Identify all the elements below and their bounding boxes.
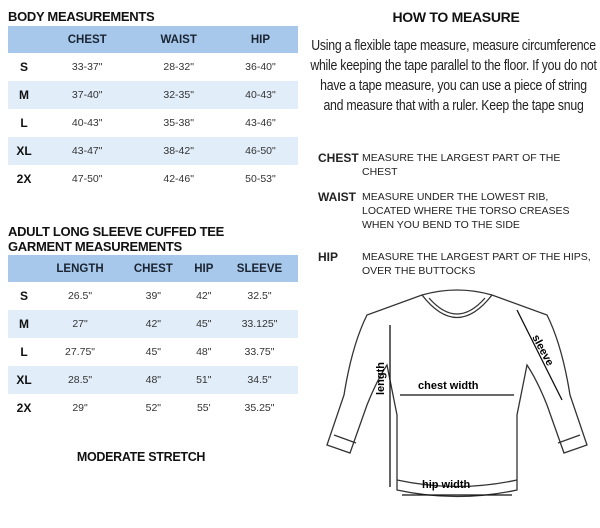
table-row: L 27.75" 45" 48" 33.75": [8, 338, 298, 366]
size-cell: S: [19, 289, 28, 303]
value-cell: 43-47": [40, 137, 135, 165]
table-row: S 26.5" 39" 42" 32.5": [8, 282, 298, 310]
size-cell: 2X: [16, 401, 32, 415]
value-cell: 42-46": [163, 173, 194, 185]
value-cell: 48": [196, 346, 212, 358]
value-cell: 45": [145, 346, 162, 358]
size-cell: XL: [8, 366, 40, 394]
waist-desc: MEASURE UNDER THE LOWEST RIB, LOCATED WH…: [362, 191, 570, 231]
size-cell: 2X: [16, 172, 32, 186]
value-cell: 33-37": [71, 61, 103, 73]
table-row: XL 43-47" 38-42" 46-50": [8, 137, 298, 165]
table-row: 2X 29" 52" 55' 35.25": [8, 394, 298, 422]
value-cell: 35.25": [244, 402, 275, 414]
col-header: CHEST: [40, 26, 135, 53]
body-measurements-title: BODY MEASUREMENTS: [8, 9, 155, 24]
table-row: L 40-43" 35-38" 43-46": [8, 109, 298, 137]
hem-line: [396, 479, 518, 488]
value-cell: 55': [196, 402, 211, 414]
size-cell: XL: [8, 137, 40, 165]
garment-title-line2: GARMENT MEASUREMENTS: [8, 239, 182, 254]
value-cell: 42": [196, 290, 212, 302]
value-cell: 27": [40, 310, 121, 338]
value-cell: 39": [145, 290, 162, 302]
value-cell: 47-50": [71, 173, 103, 185]
value-cell: 51": [186, 366, 221, 394]
garment-measurements-table: LENGTH CHEST HIP SLEEVE S 26.5" 39" 42" 32.5…: [8, 255, 298, 422]
col-header: HIP: [222, 26, 298, 53]
instructions: Using a flexible tape measure, measure c…: [310, 37, 597, 114]
chest-label: CHEST: [318, 151, 359, 165]
value-cell: 48": [120, 366, 187, 394]
value-cell: 28-32": [163, 61, 194, 73]
waist-label: WAIST: [318, 190, 356, 204]
table-row: 2X 47-50" 42-46" 50-53": [8, 165, 298, 193]
length-text: length: [375, 362, 387, 395]
garment-title-line1: ADULT LONG SLEEVE CUFFED TEE: [8, 224, 224, 239]
value-cell: 50-53": [245, 173, 276, 185]
value-cell: 29": [72, 402, 88, 414]
value-cell: 38-42": [134, 137, 223, 165]
value-cell: 28.5": [40, 366, 121, 394]
value-cell: 46-50": [222, 137, 298, 165]
col-header: HIP: [186, 255, 221, 282]
table-row: M 37-40" 32-35" 40-43": [8, 81, 298, 109]
size-cell: M: [8, 310, 40, 338]
value-cell: 45": [186, 310, 221, 338]
value-cell: 32-35": [134, 81, 223, 109]
size-cell: L: [20, 345, 28, 359]
hip-width-text: hip width: [422, 479, 471, 491]
value-cell: 40-43": [222, 81, 298, 109]
value-cell: 32.5": [247, 290, 272, 302]
value-cell: 34.5": [221, 366, 298, 394]
size-cell: M: [8, 81, 40, 109]
how-to-measure-title: HOW TO MEASURE: [392, 9, 520, 25]
value-cell: 37-40": [40, 81, 135, 109]
value-cell: 52": [145, 402, 162, 414]
size-cell: L: [20, 116, 28, 130]
value-cell: 40-43": [71, 117, 103, 129]
table-row: S 33-37" 28-32" 36-40": [8, 53, 298, 81]
size-cell: S: [19, 60, 28, 74]
col-header: LENGTH: [40, 255, 121, 282]
value-cell: 35-38": [163, 117, 194, 129]
value-cell: 42": [120, 310, 187, 338]
col-header: SLEEVE: [221, 255, 298, 282]
table-row: XL 28.5" 48" 51" 34.5": [8, 366, 298, 394]
corner-cell: [8, 26, 40, 53]
chest-desc: MEASURE THE LARGEST PART OF THE CHEST: [362, 152, 561, 178]
shirt-diagram: length chest width sleeve hip width: [326, 289, 588, 498]
table-header: LENGTH CHEST HIP SLEEVE: [8, 255, 298, 282]
sleeve-text: sleeve: [529, 333, 555, 368]
collar: [421, 294, 493, 319]
body-measurements-table: CHEST WAIST HIP S 33-37" 28-32" 36-40" M 37-4…: [8, 26, 298, 193]
corner-cell: [8, 255, 40, 282]
sleeve-arrow: [516, 309, 563, 401]
garment-title: ADULT LONG SLEEVE CUFFED TEE GARMENT MEAS…: [8, 224, 224, 254]
value-cell: 27.75": [65, 346, 96, 358]
value-cell: 33.75": [244, 346, 275, 358]
shirt-outline: [326, 289, 588, 498]
value-cell: 36-40": [245, 61, 276, 73]
col-header: WAIST: [134, 26, 223, 53]
chest-width-text: chest width: [418, 380, 479, 392]
value-cell: 26.5": [67, 290, 93, 302]
table-row: M 27" 42" 45" 33.125": [8, 310, 298, 338]
value-cell: 33.125": [221, 310, 298, 338]
cuffs: [333, 434, 581, 444]
stretch-label: MODERATE STRETCH: [76, 450, 206, 464]
hip-label: HIP: [318, 250, 339, 264]
value-cell: 43-46": [245, 117, 276, 129]
col-header: CHEST: [120, 255, 187, 282]
table-header: CHEST WAIST HIP: [8, 26, 298, 53]
hip-desc: MEASURE THE LARGEST PART OF THE HIPS, OV…: [362, 251, 591, 277]
